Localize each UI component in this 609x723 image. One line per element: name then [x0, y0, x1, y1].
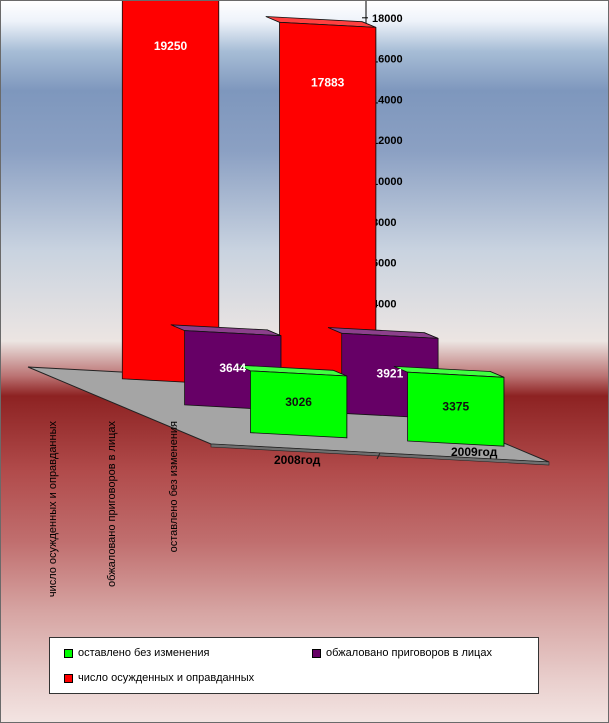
- depth-axis-label: число осужденных и оправданных: [47, 421, 59, 598]
- data-label: 3375: [442, 400, 469, 414]
- legend-item-kept: оставлено без изменения: [64, 647, 209, 659]
- data-label: 3026: [285, 395, 312, 409]
- chart-floor-edge: [210, 443, 550, 466]
- x-category-label: 2008год: [274, 453, 321, 467]
- bar: [265, 16, 377, 393]
- legend-swatch-kept: [64, 648, 73, 658]
- data-label: 3921: [377, 366, 404, 380]
- x-category-divider: [376, 452, 381, 460]
- chart-legend: оставлено без изменения обжаловано приго…: [49, 637, 539, 694]
- y-tick-label: 10000: [372, 176, 403, 188]
- data-label: 19250: [154, 39, 188, 53]
- x-category-label: 2009год: [451, 445, 498, 459]
- data-label: 3644: [219, 361, 246, 375]
- y-tick-label: 6000: [372, 258, 396, 270]
- legend-item-convicted: число осужденных и оправданных: [64, 672, 254, 684]
- y-tick-label: 16000: [372, 54, 403, 66]
- data-label: 17883: [311, 75, 345, 89]
- legend-swatch-appealed: [312, 648, 321, 658]
- y-tick-label: 8000: [372, 217, 396, 229]
- bar: [393, 366, 505, 447]
- depth-axis-label: обжаловано приговоров в лицах: [106, 421, 118, 587]
- depth-axis-label: оставлено без изменения: [168, 421, 180, 552]
- legend-item-appealed: обжаловано приговоров в лицах: [312, 647, 492, 659]
- y-tick-label: 12000: [372, 135, 403, 147]
- legend-label-kept: оставлено без изменения: [78, 647, 210, 659]
- y-tick-label: 4000: [372, 298, 396, 310]
- legend-label-convicted: число осужденных и оправданных: [78, 672, 255, 684]
- bar-front: [407, 371, 505, 447]
- legend-swatch-convicted: [64, 673, 73, 683]
- y-tick-label: 14000: [372, 94, 403, 106]
- bar: [121, 1, 220, 385]
- bar-front: [250, 370, 348, 439]
- bar: [236, 364, 348, 439]
- legend-label-appealed: обжаловано приговоров в лицах: [326, 647, 492, 659]
- y-tick-label: 18000: [372, 13, 403, 25]
